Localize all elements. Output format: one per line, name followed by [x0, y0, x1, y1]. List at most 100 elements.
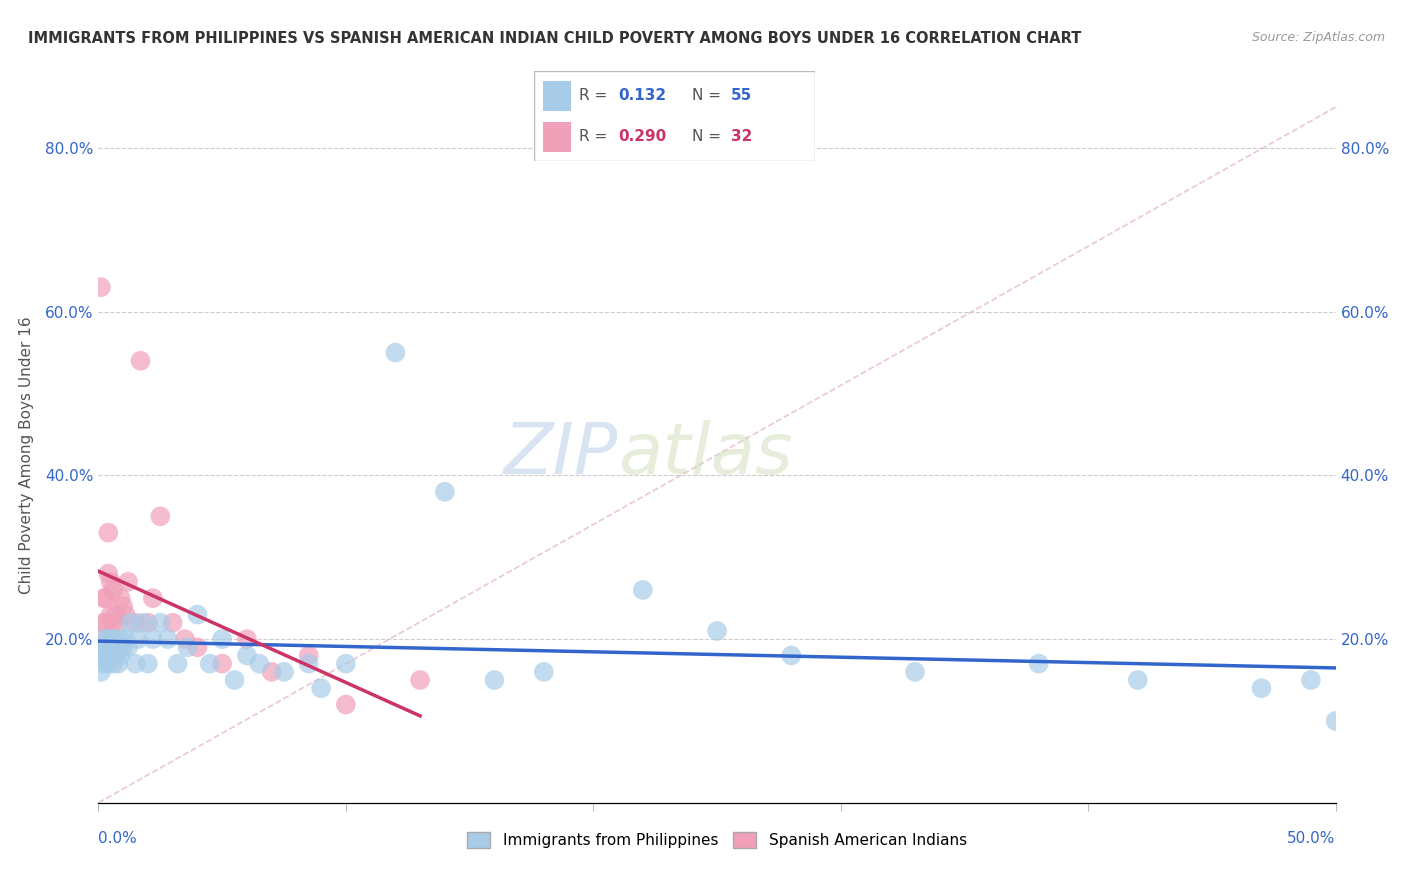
Bar — [543, 81, 571, 111]
Point — [136, 615, 159, 630]
Point — [94, 640, 117, 655]
Point — [335, 698, 357, 712]
Point — [100, 632, 122, 646]
Point — [247, 657, 270, 671]
Point — [112, 640, 135, 655]
Point — [107, 640, 129, 655]
Text: N =: N = — [692, 88, 725, 103]
Point — [90, 280, 112, 294]
Point — [110, 648, 132, 663]
Point — [107, 657, 129, 671]
Point — [236, 632, 259, 646]
Text: N =: N = — [692, 129, 725, 144]
Point — [1324, 714, 1347, 728]
Point — [120, 615, 142, 630]
Point — [706, 624, 728, 638]
Point — [484, 673, 506, 687]
Point — [104, 648, 127, 663]
Point — [260, 665, 283, 679]
Point — [90, 632, 112, 646]
Point — [780, 648, 803, 663]
Point — [110, 632, 132, 646]
Point — [142, 632, 165, 646]
Point — [114, 607, 136, 622]
Point — [129, 353, 152, 368]
Point — [127, 632, 149, 646]
Point — [93, 632, 115, 646]
Point — [166, 657, 188, 671]
Point — [103, 615, 125, 630]
Point — [112, 599, 135, 614]
Point — [533, 665, 555, 679]
Point — [309, 681, 332, 696]
Point — [93, 591, 115, 606]
Point — [103, 657, 125, 671]
Point — [211, 632, 233, 646]
Text: 55: 55 — [731, 88, 752, 103]
Point — [224, 673, 246, 687]
Point — [93, 640, 115, 655]
Point — [1250, 681, 1272, 696]
Point — [176, 640, 198, 655]
Point — [335, 657, 357, 671]
Bar — [543, 122, 571, 152]
Point — [298, 648, 321, 663]
Point — [904, 665, 927, 679]
Point — [93, 615, 115, 630]
Point — [1299, 673, 1322, 687]
Point — [124, 657, 146, 671]
Point — [114, 632, 136, 646]
Point — [103, 640, 125, 655]
Y-axis label: Child Poverty Among Boys Under 16: Child Poverty Among Boys Under 16 — [18, 316, 34, 594]
Legend: Immigrants from Philippines, Spanish American Indians: Immigrants from Philippines, Spanish Ame… — [461, 826, 973, 855]
Point — [103, 582, 125, 597]
Point — [97, 632, 120, 646]
Text: 0.132: 0.132 — [619, 88, 666, 103]
Point — [236, 648, 259, 663]
Text: 50.0%: 50.0% — [1288, 830, 1336, 846]
Point — [93, 657, 115, 671]
Point — [90, 648, 112, 663]
Point — [1126, 673, 1149, 687]
Point — [1028, 657, 1050, 671]
Point — [142, 591, 165, 606]
Point — [124, 615, 146, 630]
Point — [104, 632, 127, 646]
Point — [97, 566, 120, 581]
Point — [94, 648, 117, 663]
Point — [409, 673, 432, 687]
Point — [94, 615, 117, 630]
Text: 32: 32 — [731, 129, 752, 144]
Text: Source: ZipAtlas.com: Source: ZipAtlas.com — [1251, 31, 1385, 45]
Point — [136, 657, 159, 671]
Point — [90, 665, 112, 679]
Text: R =: R = — [579, 129, 613, 144]
Point — [433, 484, 456, 499]
Point — [384, 345, 406, 359]
Point — [100, 607, 122, 622]
Point — [149, 615, 172, 630]
Point — [298, 657, 321, 671]
Text: 0.0%: 0.0% — [98, 830, 138, 846]
Point — [186, 607, 208, 622]
Point — [97, 525, 120, 540]
Point — [211, 657, 233, 671]
Text: R =: R = — [579, 88, 613, 103]
Point — [273, 665, 295, 679]
Point — [156, 632, 179, 646]
Point — [132, 615, 155, 630]
Point — [117, 640, 139, 655]
Point — [631, 582, 654, 597]
Text: atlas: atlas — [619, 420, 793, 490]
Text: 0.290: 0.290 — [619, 129, 666, 144]
Text: ZIP: ZIP — [503, 420, 619, 490]
Point — [117, 574, 139, 589]
Point — [162, 615, 184, 630]
Point — [100, 648, 122, 663]
Point — [110, 591, 132, 606]
Point — [149, 509, 172, 524]
Point — [94, 591, 117, 606]
Point — [107, 615, 129, 630]
Point — [97, 657, 120, 671]
Point — [174, 632, 197, 646]
